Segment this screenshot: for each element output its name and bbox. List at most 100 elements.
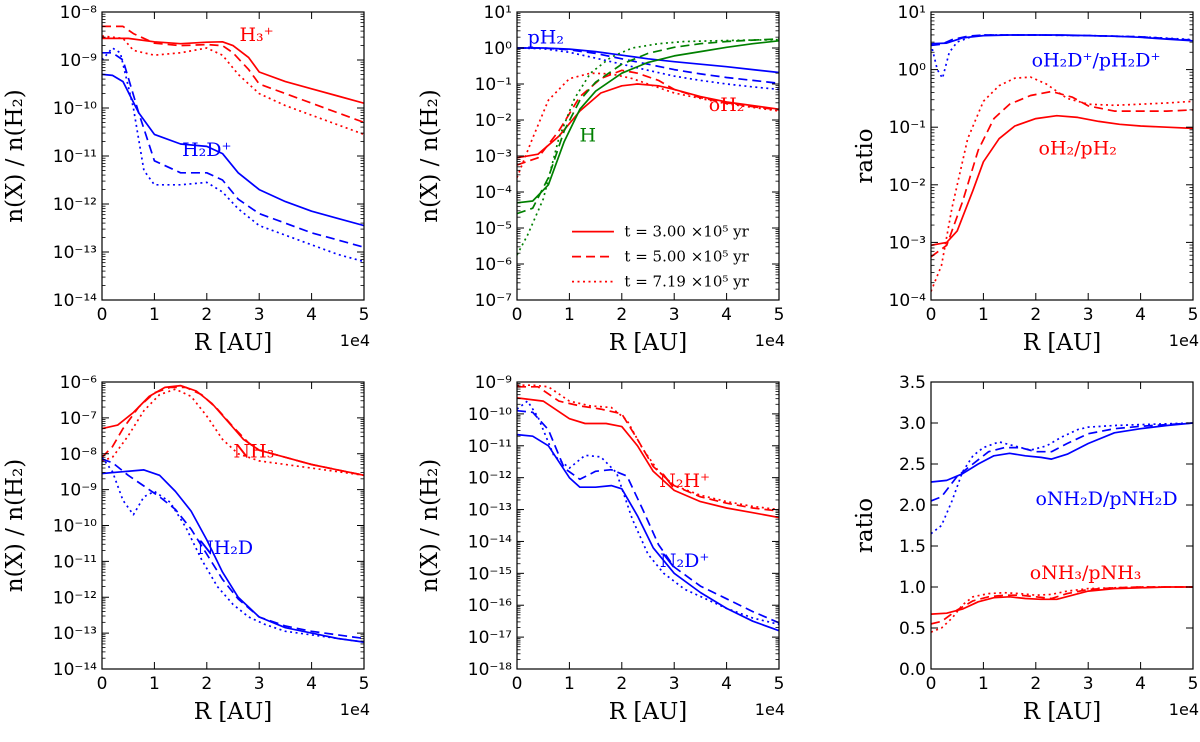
y-tick-label: 10⁻¹² xyxy=(468,469,512,489)
species-annotation: N₂D⁺ xyxy=(660,550,710,572)
species-annotation: oH₂D⁺/pH₂D⁺ xyxy=(1032,50,1161,72)
y-tick-label: 10¹ xyxy=(898,3,926,23)
x-axis-offset-label: 1e4 xyxy=(340,700,370,719)
x-tick-label: 3 xyxy=(669,305,680,325)
x-tick-label: 3 xyxy=(669,674,680,694)
series-line-p2-1 xyxy=(517,47,779,85)
series-line-p2-0 xyxy=(517,47,779,74)
series-line-p1-0 xyxy=(102,37,364,105)
x-tick-label: 4 xyxy=(306,305,317,325)
y-tick-label: 10⁻¹⁸ xyxy=(468,660,512,680)
series-line-p1-1 xyxy=(102,25,364,124)
y-tick-label: 10⁻¹⁷ xyxy=(468,628,512,648)
x-tick-label: 5 xyxy=(359,305,370,325)
x-tick-label: 2 xyxy=(201,674,212,694)
y-tick-label: 10⁻⁷ xyxy=(475,291,513,311)
y-tick-label: 1.0 xyxy=(899,578,926,598)
panel-p6: 0 1 2 3 4 5 0.0 0.5 1.0 1.5 2.0 2.5 3.0 3.5 R [AU] 1e4 r… xyxy=(852,373,1199,725)
y-axis-label: ratio xyxy=(852,128,878,183)
panel-p3: 0 1 2 3 4 5 10¹ 10⁰ 10⁻¹ 10⁻² 10⁻³ 10⁻⁴ R [AU] 1e4 rat… xyxy=(852,3,1199,356)
legend-label: t = 3.00 ×10⁵ yr xyxy=(624,223,749,241)
series-line-p1-4 xyxy=(102,51,364,249)
y-tick-label: 10⁻⁶ xyxy=(475,255,513,275)
y-tick-label: 10⁻⁷ xyxy=(60,409,98,429)
y-tick-label: 10⁻¹³ xyxy=(53,624,97,644)
species-annotation: oNH₂D/pNH₂D xyxy=(1035,488,1177,510)
series-line-p4-4 xyxy=(102,458,364,640)
axes-frame xyxy=(516,381,780,670)
panel-p4: 0 1 2 3 4 5 10⁻⁶ 10⁻⁷ 10⁻⁸ 10⁻⁹ 10⁻¹⁰ 10⁻¹¹ 10⁻¹² 10⁻… xyxy=(2,373,370,725)
x-tick-label: 4 xyxy=(1135,305,1146,325)
x-tick-label: 2 xyxy=(1030,305,1041,325)
x-axis-offset-label: 1e4 xyxy=(1169,700,1199,719)
y-tick-label: 10⁻¹⁰ xyxy=(468,405,512,425)
series-line-p3-5 xyxy=(931,76,1193,292)
panel-p5: 0 1 2 3 4 5 10⁻⁹ 10⁻¹⁰ 10⁻¹¹ 10⁻¹² 10⁻¹³ 10⁻¹⁴ 10⁻¹⁵… xyxy=(417,373,785,725)
x-tick-label: 1 xyxy=(978,305,989,325)
x-tick-label: 3 xyxy=(254,305,265,325)
species-annotation: oNH₃/pNH₃ xyxy=(1030,562,1142,584)
x-tick-label: 2 xyxy=(201,305,212,325)
y-tick-label: 10⁻¹ xyxy=(475,75,512,95)
species-annotation: H₃⁺ xyxy=(239,24,273,46)
x-tick-label: 5 xyxy=(1188,674,1199,694)
legend-label: t = 7.19 ×10⁵ yr xyxy=(624,273,749,291)
species-annotation: oH₂/pH₂ xyxy=(1039,137,1117,159)
x-axis-label: R [AU] xyxy=(194,699,273,725)
x-tick-label: 5 xyxy=(774,674,785,694)
series-line-p2-5 xyxy=(517,72,779,178)
x-tick-label: 0 xyxy=(926,674,937,694)
series-line-p3-0 xyxy=(931,34,1193,45)
panel-p1: 0 1 2 3 4 5 10⁻⁸ 10⁻⁹ 10⁻¹⁰ 10⁻¹¹ 10⁻¹² 10⁻¹³ 10⁻¹⁴ R… xyxy=(2,3,370,356)
x-tick-label: 1 xyxy=(149,305,160,325)
series-line-p6-5 xyxy=(931,586,1193,633)
x-tick-label: 0 xyxy=(512,674,523,694)
x-tick-label: 1 xyxy=(564,305,575,325)
x-axis-label: R [AU] xyxy=(194,330,273,356)
y-tick-label: 10⁻¹⁵ xyxy=(468,564,512,584)
y-tick-label: 0.0 xyxy=(899,660,926,680)
series-line-p5-1 xyxy=(517,385,779,512)
x-tick-label: 1 xyxy=(978,674,989,694)
y-tick-label: 10⁻¹¹ xyxy=(53,147,97,167)
series-line-p4-3 xyxy=(102,469,364,643)
y-tick-label: 10⁻¹ xyxy=(889,118,926,138)
y-tick-label: 10⁻¹⁴ xyxy=(468,532,512,552)
series-line-p6-1 xyxy=(931,422,1193,502)
y-tick-label: 10⁻⁴ xyxy=(889,291,927,311)
series-line-p3-4 xyxy=(931,90,1193,258)
y-tick-label: 1.5 xyxy=(899,537,926,557)
species-annotation: N₂H⁺ xyxy=(659,470,710,492)
x-tick-label: 5 xyxy=(774,305,785,325)
y-tick-label: 10⁻⁴ xyxy=(475,183,513,203)
x-axis-label: R [AU] xyxy=(609,330,688,356)
y-tick-label: 10⁻² xyxy=(475,111,512,131)
y-tick-label: 10⁻¹² xyxy=(53,588,97,608)
series-line-p6-2 xyxy=(931,422,1193,535)
series-line-p3-3 xyxy=(931,114,1193,247)
y-tick-label: 10⁻¹⁰ xyxy=(53,517,97,537)
x-axis-offset-label: 1e4 xyxy=(755,331,785,350)
y-tick-label: 10⁻⁸ xyxy=(60,3,98,23)
x-tick-label: 1 xyxy=(149,674,160,694)
species-annotation: pH₂ xyxy=(528,27,564,49)
y-axis-label: n(X) / n(H₂) xyxy=(2,459,28,593)
axes-frame xyxy=(930,381,1194,670)
x-tick-label: 2 xyxy=(616,305,627,325)
x-tick-label: 2 xyxy=(1030,674,1041,694)
series-line-p3-1 xyxy=(931,34,1193,47)
panel-p2: 0 1 2 3 4 5 10¹ 10⁰ 10⁻¹ 10⁻² 10⁻³ 10⁻⁴ 10⁻⁵ 10⁻⁶ 10⁻⁷… xyxy=(417,3,785,356)
series-line-p5-5 xyxy=(517,400,779,626)
x-tick-label: 3 xyxy=(1083,305,1094,325)
y-tick-label: 10⁻⁹ xyxy=(60,481,98,501)
series-line-p2-4 xyxy=(517,69,779,166)
y-tick-label: 10⁻¹¹ xyxy=(53,552,97,572)
series-line-p4-5 xyxy=(102,456,364,643)
x-tick-label: 0 xyxy=(512,305,523,325)
y-tick-label: 10⁻⁹ xyxy=(60,51,98,71)
series-line-p2-6 xyxy=(517,39,779,204)
species-annotation: H xyxy=(579,125,596,147)
legend-label: t = 5.00 ×10⁵ yr xyxy=(624,248,749,266)
y-tick-label: 10⁻² xyxy=(889,176,926,196)
y-tick-label: 2.5 xyxy=(899,455,926,475)
